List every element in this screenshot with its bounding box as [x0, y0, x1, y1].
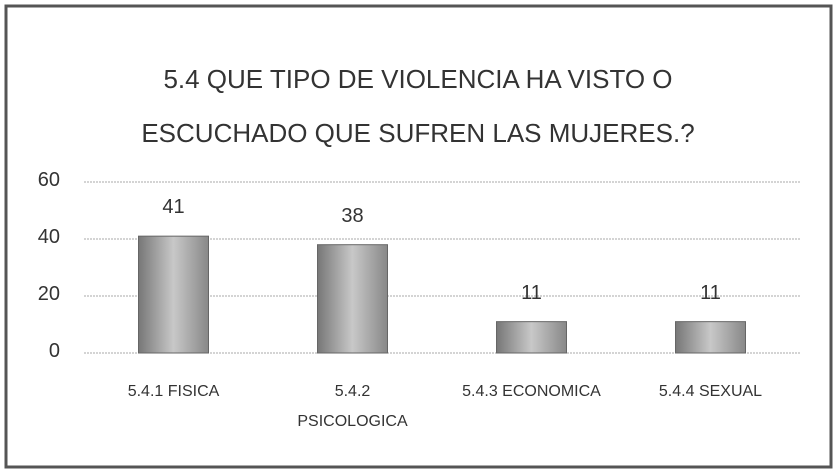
y-tick-label: 40 [37, 226, 60, 248]
bar [317, 244, 388, 354]
chart-title: 5.4 QUE TIPO DE VIOLENCIA HA VISTO O ESC… [141, 64, 695, 148]
y-tick-label: 0 [48, 340, 60, 362]
bar [496, 321, 567, 354]
y-tick-label: 60 [37, 169, 60, 191]
data-label: 38 [341, 204, 364, 227]
bar [138, 235, 209, 354]
x-tick-label: 5.4.2 PSICOLOGICA [297, 383, 408, 430]
x-tick-label: 5.4.1 FISICA [127, 383, 220, 400]
data-label: 11 [700, 281, 721, 304]
data-label: 11 [521, 281, 542, 304]
y-tick-label: 20 [37, 283, 60, 305]
bar [675, 321, 746, 354]
frame [4, 4, 833, 469]
x-tick-label: 5.4.3 ECONOMICA [462, 383, 601, 400]
data-label: 41 [162, 196, 185, 219]
x-tick-label: 5.4.4 SEXUAL [658, 383, 763, 400]
